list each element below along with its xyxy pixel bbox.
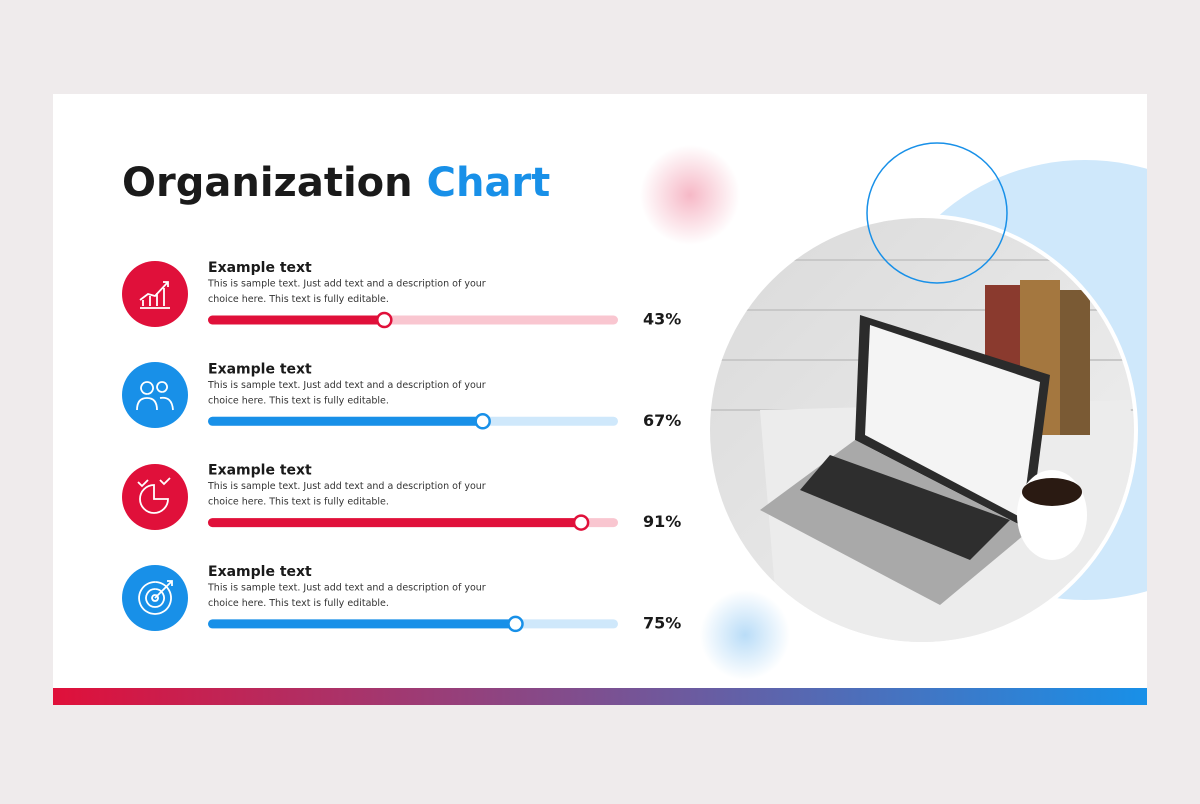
title-dark: Organization — [122, 160, 413, 206]
icon-growth — [139, 281, 170, 309]
item-description: choice here. This text is fully editable… — [208, 497, 389, 508]
progress-value: 43% — [643, 310, 681, 329]
icon-bg — [122, 464, 188, 530]
progress-knob — [572, 514, 590, 531]
blur — [640, 145, 740, 245]
item-description: choice here. This text is fully editable… — [208, 395, 389, 406]
progress-fill — [208, 416, 483, 426]
item-description: choice here. This text is fully editable… — [208, 294, 389, 305]
icon-pie — [137, 477, 171, 514]
icons — [122, 261, 188, 631]
photo — [710, 218, 1134, 642]
progress-knob — [474, 413, 491, 430]
item-title: Example text — [208, 361, 312, 377]
icon-team — [136, 381, 174, 411]
footer-bar — [53, 688, 1147, 705]
item-title: Example text — [208, 260, 312, 276]
item-description: This is sample text. Just add text and a… — [207, 279, 486, 290]
item-description: This is sample text. Just add text and a… — [207, 582, 486, 593]
blur — [700, 590, 790, 680]
progress-value: 91% — [643, 512, 681, 531]
progress-fill — [208, 518, 582, 528]
progress-fill — [208, 315, 385, 325]
item-description: choice here. This text is fully editable… — [208, 598, 389, 609]
progress-fill — [208, 619, 516, 629]
item-title: Example text — [208, 463, 312, 479]
progress-knob — [507, 615, 524, 633]
title: Organization Chart — [122, 160, 550, 206]
title-accent: Chart — [427, 160, 551, 206]
progress-value: 75% — [643, 613, 681, 632]
progress-value: 67% — [643, 411, 681, 430]
item-description: This is sample text. Just add text and a… — [207, 481, 486, 492]
icon-bg — [122, 362, 188, 428]
item-description: This is sample text. Just add text and a… — [207, 380, 486, 391]
progress-knob — [376, 311, 393, 329]
outline-circle — [866, 142, 1008, 284]
icon-target — [138, 580, 173, 615]
icon-bg — [122, 261, 188, 327]
item-title: Example text — [208, 564, 312, 580]
